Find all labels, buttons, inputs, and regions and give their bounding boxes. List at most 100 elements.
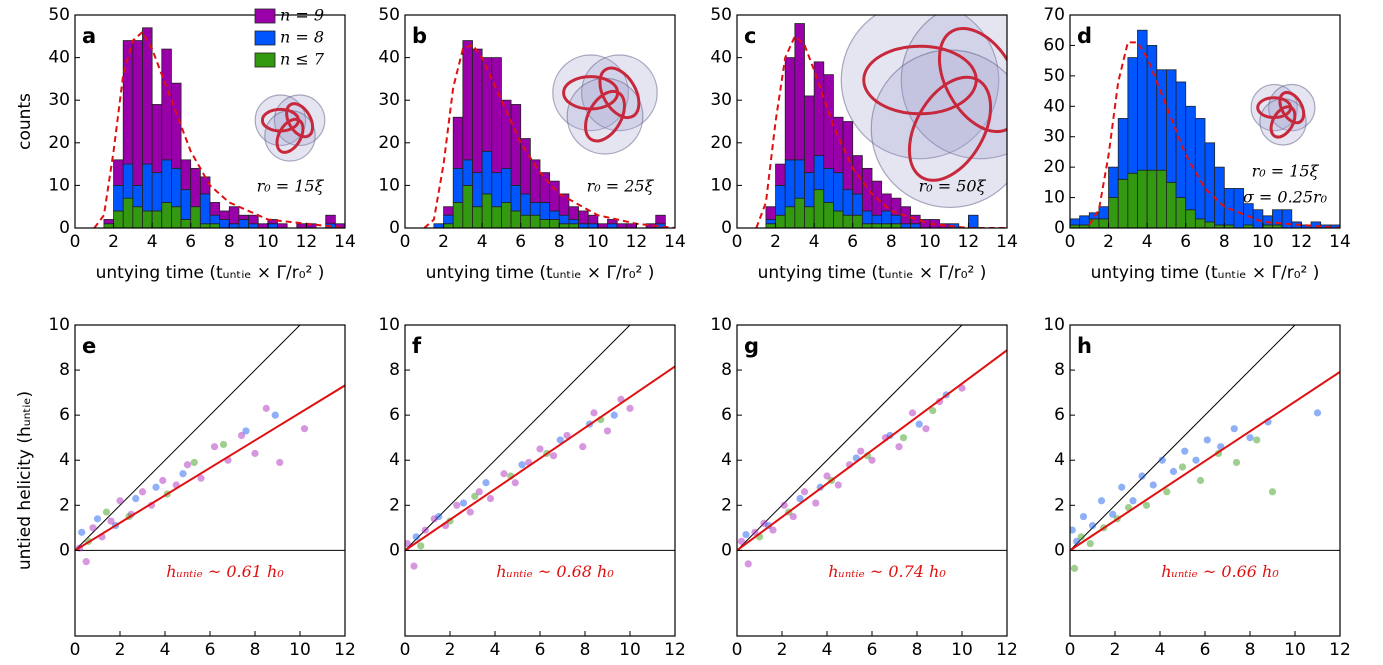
- y-tick-label: 6: [1054, 405, 1065, 425]
- bar-segment: [890, 214, 902, 225]
- panel-letter: f: [412, 334, 422, 358]
- point: [152, 483, 160, 491]
- point: [1070, 526, 1076, 534]
- knot-curve: [1269, 105, 1297, 139]
- bar-segment: [852, 193, 863, 216]
- point: [1313, 409, 1322, 417]
- bar-segment: [804, 206, 815, 228]
- bar-segment: [510, 210, 522, 228]
- bar-segment: [910, 223, 921, 228]
- bar-segment: [472, 206, 483, 228]
- point: [116, 497, 124, 505]
- x-tick-label: 6: [1200, 640, 1211, 660]
- point: [410, 562, 418, 570]
- point: [929, 407, 937, 415]
- knot-curve: [907, 75, 993, 182]
- bar-segment: [813, 155, 825, 191]
- point: [796, 494, 804, 503]
- point: [769, 526, 777, 534]
- bar-segment: [238, 219, 249, 228]
- bar-segment: [180, 159, 192, 191]
- x-tick-label: 10: [1252, 232, 1274, 252]
- point: [417, 542, 425, 550]
- panel: [405, 325, 675, 570]
- bar-segment: [549, 180, 560, 212]
- x-tick-label: 14: [1329, 232, 1351, 252]
- point: [1196, 476, 1205, 485]
- x-tick-label: 4: [160, 640, 171, 660]
- point: [800, 488, 809, 496]
- point: [590, 409, 598, 417]
- bar-segment: [199, 193, 211, 225]
- bar-segment: [775, 214, 786, 228]
- panel: [93, 27, 345, 228]
- x-tick-label: 6: [205, 640, 216, 660]
- bar-segment: [833, 210, 844, 228]
- bar-segment: [607, 223, 618, 228]
- point: [834, 481, 842, 489]
- bar-segment: [325, 214, 336, 225]
- bar-segment: [587, 223, 599, 228]
- fit-line: [93, 30, 345, 228]
- y-tick-label: 30: [710, 90, 732, 110]
- point: [89, 524, 97, 532]
- bar-segment: [161, 48, 172, 161]
- fit-line: [423, 43, 675, 228]
- y-tick-label: 4: [59, 450, 70, 470]
- y-tick-label: 2: [389, 495, 400, 515]
- x-tick-label: 8: [554, 232, 565, 252]
- knot-curve: [937, 26, 1007, 134]
- y-tick-label: 10: [710, 315, 732, 335]
- point: [93, 515, 102, 523]
- point: [563, 431, 571, 440]
- bar-segment: [549, 210, 560, 220]
- bar-segment: [1146, 169, 1158, 228]
- y-tick-label: 4: [1054, 450, 1065, 470]
- bar-segment: [113, 159, 124, 186]
- identity-line: [737, 325, 963, 551]
- frame: [74, 324, 346, 637]
- x-tick-label: 0: [400, 640, 411, 660]
- bar-segment: [775, 163, 786, 186]
- point: [132, 494, 140, 503]
- bar-segment: [568, 223, 579, 228]
- bar-segment: [1079, 215, 1090, 226]
- x-tick-label: 0: [732, 640, 743, 660]
- panel-letter: h: [1077, 334, 1092, 358]
- bar-segment: [794, 159, 805, 199]
- bar-segment: [539, 219, 551, 228]
- x-tick-label: 6: [867, 640, 878, 660]
- bar-segment: [190, 206, 201, 228]
- legend-label: n ≤ 7: [280, 50, 325, 69]
- x-tick-label: 0: [1065, 640, 1076, 660]
- bar-segment: [1166, 69, 1177, 183]
- bar-segment: [199, 176, 211, 195]
- bar-segment: [296, 223, 307, 228]
- bar-segment: [1098, 218, 1109, 228]
- bar-segment: [813, 189, 825, 228]
- bar-segment: [861, 223, 873, 228]
- bar-segment: [481, 150, 493, 195]
- x-tick-label: 0: [400, 232, 411, 252]
- point: [603, 427, 612, 435]
- y-tick-label: 40: [710, 48, 732, 68]
- knot-inset: [1250, 83, 1316, 146]
- y-tick-label: 30: [1043, 127, 1065, 147]
- x-tick-label: 2: [108, 232, 119, 252]
- point: [78, 528, 86, 536]
- point: [179, 470, 187, 478]
- point: [405, 540, 411, 548]
- bar-segment: [833, 172, 844, 212]
- fit-line: [1088, 41, 1340, 228]
- x-tick-label: 4: [147, 232, 158, 252]
- bar-segment: [765, 206, 776, 220]
- point: [1118, 483, 1126, 491]
- x-tick-label: 2: [770, 232, 781, 252]
- bar-segment: [1204, 142, 1216, 223]
- point: [210, 443, 219, 451]
- tube: [254, 94, 307, 147]
- bar-segment: [1117, 178, 1129, 228]
- bar-segment: [1166, 181, 1177, 228]
- panel-letter: c: [744, 24, 756, 48]
